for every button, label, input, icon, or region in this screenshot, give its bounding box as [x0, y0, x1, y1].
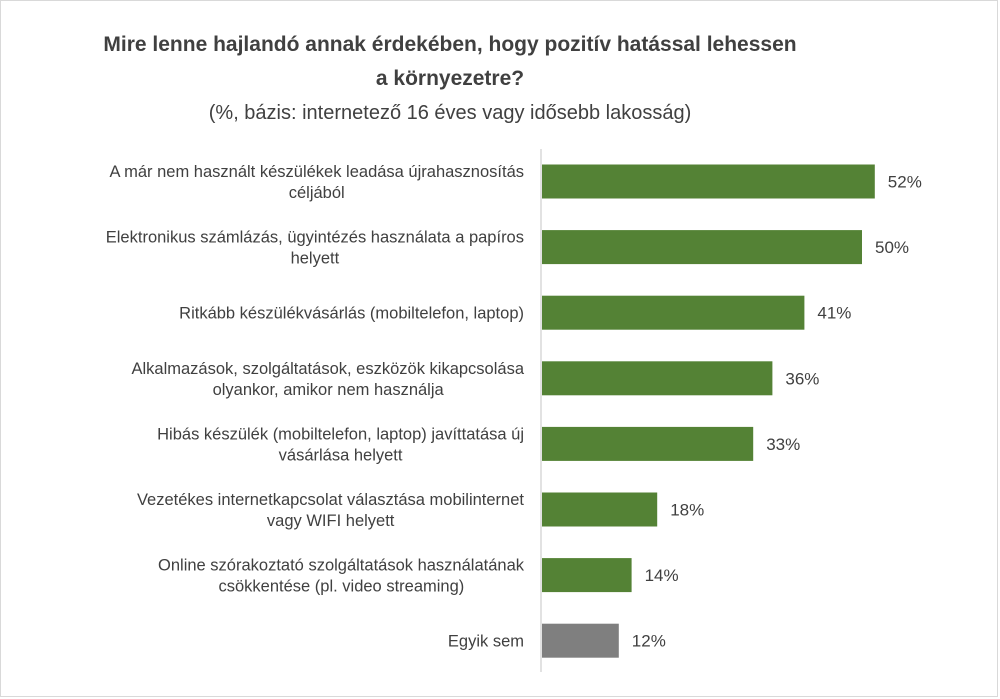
category-label-8-line-1: Egyik sem: [448, 633, 524, 651]
bar-6: [542, 492, 658, 527]
bar-5: [542, 426, 754, 461]
chart-title-line-2: a környezetre?: [375, 67, 525, 90]
value-label-2: 50%: [875, 238, 909, 257]
chart-title-line-1: Mire lenne hajlandó annak érdekében, hog…: [103, 33, 797, 56]
value-label-6: 18%: [670, 501, 704, 520]
value-label-7: 14%: [645, 566, 679, 585]
category-label-2-line-1: Elektronikus számlázás, ügyintézés haszn…: [106, 229, 524, 247]
category-label-6-line-1: Vezetékes internetkapcsolat választása m…: [137, 491, 524, 509]
category-label-1-line-1: A már nem használt készülékek leadása új…: [109, 163, 524, 181]
category-label-4-line-2: olyankor, amikor nem használja: [213, 381, 445, 399]
value-label-4: 36%: [785, 369, 819, 388]
category-label-6-line-2: vagy WIFI helyett: [267, 512, 395, 530]
bar-3: [542, 295, 805, 330]
category-label-7-line-2: csökkentése (pl. video streaming): [218, 578, 464, 596]
value-label-3: 41%: [817, 304, 851, 323]
bar-7: [542, 558, 632, 593]
category-label-2-line-2: helyett: [291, 250, 340, 268]
chart-subtitle: (%, bázis: internetező 16 éves vagy idős…: [208, 102, 692, 124]
category-label-1-line-2: céljából: [289, 184, 345, 202]
bar-2: [542, 230, 862, 265]
value-label-5: 33%: [766, 435, 800, 454]
chart-title-block: Mire lenne hajlandó annak érdekében, hog…: [0, 28, 900, 128]
category-label-3-line-1: Ritkább készülékvásárlás (mobiltelefon, …: [179, 305, 524, 323]
bar-4: [542, 361, 773, 396]
category-label-5-line-1: Hibás készülék (mobiltelefon, laptop) ja…: [157, 425, 524, 443]
bar-1: [542, 164, 875, 199]
bar-8: [542, 623, 619, 658]
category-label-7-line-1: Online szórakoztató szolgáltatások haszn…: [158, 557, 525, 575]
value-label-8: 12%: [632, 632, 666, 651]
value-label-1: 52%: [888, 173, 922, 192]
category-label-4-line-1: Alkalmazások, szolgáltatások, eszközök k…: [131, 360, 524, 378]
category-label-5-line-2: vásárlása helyett: [279, 446, 403, 464]
